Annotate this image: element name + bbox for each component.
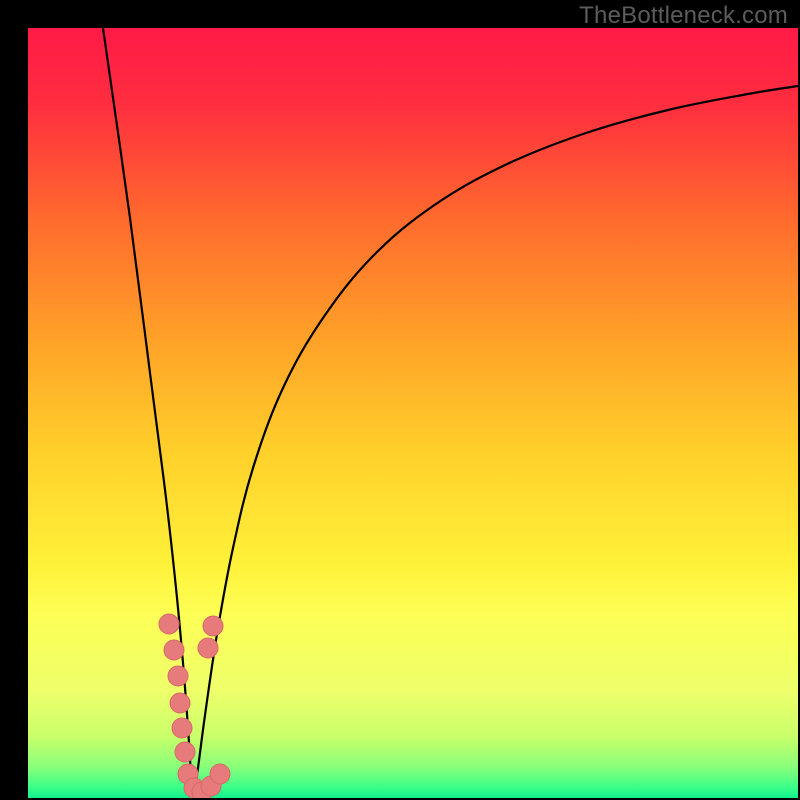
data-marker: [175, 742, 195, 762]
data-marker: [164, 640, 184, 660]
data-marker: [198, 638, 218, 658]
chart-svg: [28, 28, 798, 798]
chart-container: TheBottleneck.com: [0, 0, 800, 800]
data-marker: [203, 616, 223, 636]
plot-area: [28, 28, 798, 798]
data-marker: [168, 666, 188, 686]
data-marker: [172, 718, 192, 738]
data-marker: [170, 693, 190, 713]
data-marker: [159, 614, 179, 634]
markers-group: [159, 614, 230, 798]
data-marker: [210, 764, 230, 784]
curve-right: [194, 86, 798, 797]
watermark-text: TheBottleneck.com: [579, 2, 788, 30]
